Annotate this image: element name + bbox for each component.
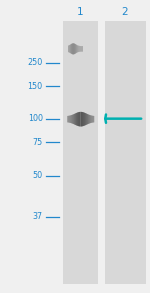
Bar xyxy=(105,21,146,284)
Text: 75: 75 xyxy=(33,138,43,146)
Bar xyxy=(63,21,98,284)
Text: 50: 50 xyxy=(33,171,43,180)
Text: 1: 1 xyxy=(77,7,84,17)
Text: 2: 2 xyxy=(121,7,128,17)
Text: 250: 250 xyxy=(27,59,43,67)
Text: 37: 37 xyxy=(33,212,43,221)
Text: 100: 100 xyxy=(28,114,43,123)
Text: 150: 150 xyxy=(28,82,43,91)
